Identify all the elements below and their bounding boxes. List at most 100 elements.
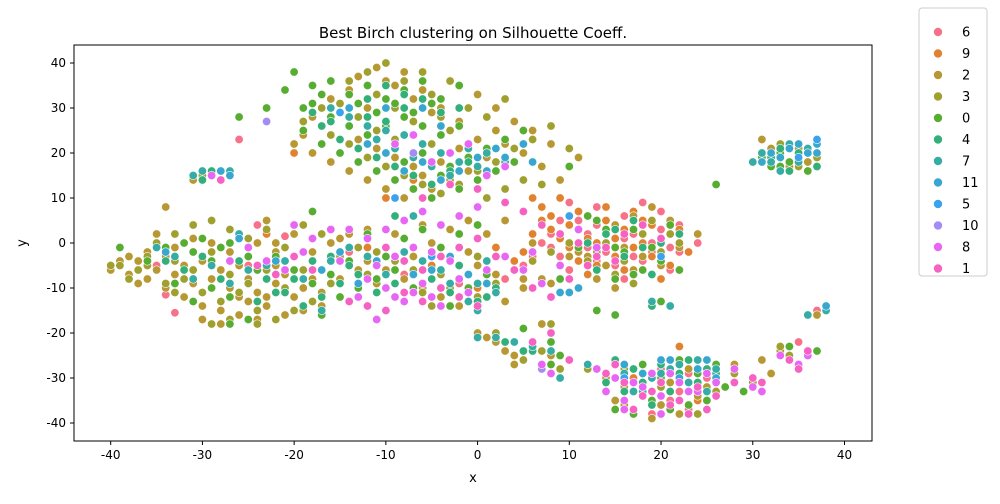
y-tick-label: 10 [51,191,66,205]
data-point [757,355,767,365]
data-point [463,247,473,257]
data-point [362,67,372,77]
data-point [656,377,666,387]
data-point [335,99,345,109]
data-point [564,287,574,297]
data-point [665,386,675,396]
data-point [124,274,134,284]
data-point [555,175,565,185]
data-point [390,211,400,221]
data-point [528,126,538,136]
data-point [362,121,372,131]
data-point [307,148,317,158]
data-point [170,308,180,318]
data-point [179,292,189,302]
data-point [243,265,253,275]
data-point [628,252,638,262]
data-point [207,247,217,257]
data-point [418,76,428,86]
data-point [518,265,528,275]
data-point [592,305,602,315]
data-point [665,301,675,311]
data-point [381,225,391,235]
data-point [335,234,345,244]
data-point [610,234,620,244]
legend-marker [933,27,943,37]
data-point [537,202,547,212]
data-point [564,144,574,154]
data-point [619,265,629,275]
data-point [335,108,345,118]
data-point [454,81,464,91]
data-point [812,148,822,158]
data-point [207,274,217,284]
data-point [619,274,629,284]
data-point [546,359,556,369]
data-point [491,269,501,279]
data-point [656,207,666,217]
data-point [152,243,162,253]
data-point [326,103,336,113]
data-point [399,166,409,176]
data-point [592,274,602,284]
data-point [573,238,583,248]
data-point [207,319,217,329]
x-tick-label: 10 [562,448,577,462]
data-point [647,296,657,306]
data-point [482,171,492,181]
data-point [628,216,638,226]
data-point [638,265,648,275]
legend-item-9: 9 [933,47,970,62]
data-point [491,103,501,113]
data-point [408,252,418,262]
data-point [775,350,785,360]
data-point [647,269,657,279]
data-point [702,368,712,378]
data-point [628,225,638,235]
data-point [794,139,804,149]
data-point [234,112,244,122]
data-point [326,256,336,266]
data-point [610,243,620,253]
data-point [573,283,583,293]
data-point [225,269,235,279]
data-point [482,229,492,239]
data-point [280,243,290,253]
data-point [225,256,235,266]
data-point [427,180,437,190]
data-point [133,265,143,275]
data-point [418,265,428,275]
data-point [381,283,391,293]
data-point [307,108,317,118]
data-point [234,310,244,320]
data-point [473,301,483,311]
data-point [454,274,464,284]
data-point [243,296,253,306]
data-point [381,126,391,136]
data-point [408,130,418,140]
data-point [500,274,510,284]
data-point [610,359,620,369]
data-point [647,202,657,212]
data-point [656,274,666,284]
y-tick-label: -30 [46,371,66,385]
data-point [298,301,308,311]
data-point [546,346,556,356]
y-tick-label: -20 [46,326,66,340]
data-point [298,265,308,275]
data-point [491,144,501,154]
data-point [757,386,767,396]
data-point [684,247,694,257]
legend-label: 8 [962,241,970,256]
data-point [271,287,281,297]
data-point [445,126,455,136]
data-point [344,76,354,86]
data-point [601,202,611,212]
data-point [537,278,547,288]
data-point [362,153,372,163]
data-point [271,314,281,324]
data-point [445,278,455,288]
data-point [454,229,464,239]
data-point [684,400,694,410]
